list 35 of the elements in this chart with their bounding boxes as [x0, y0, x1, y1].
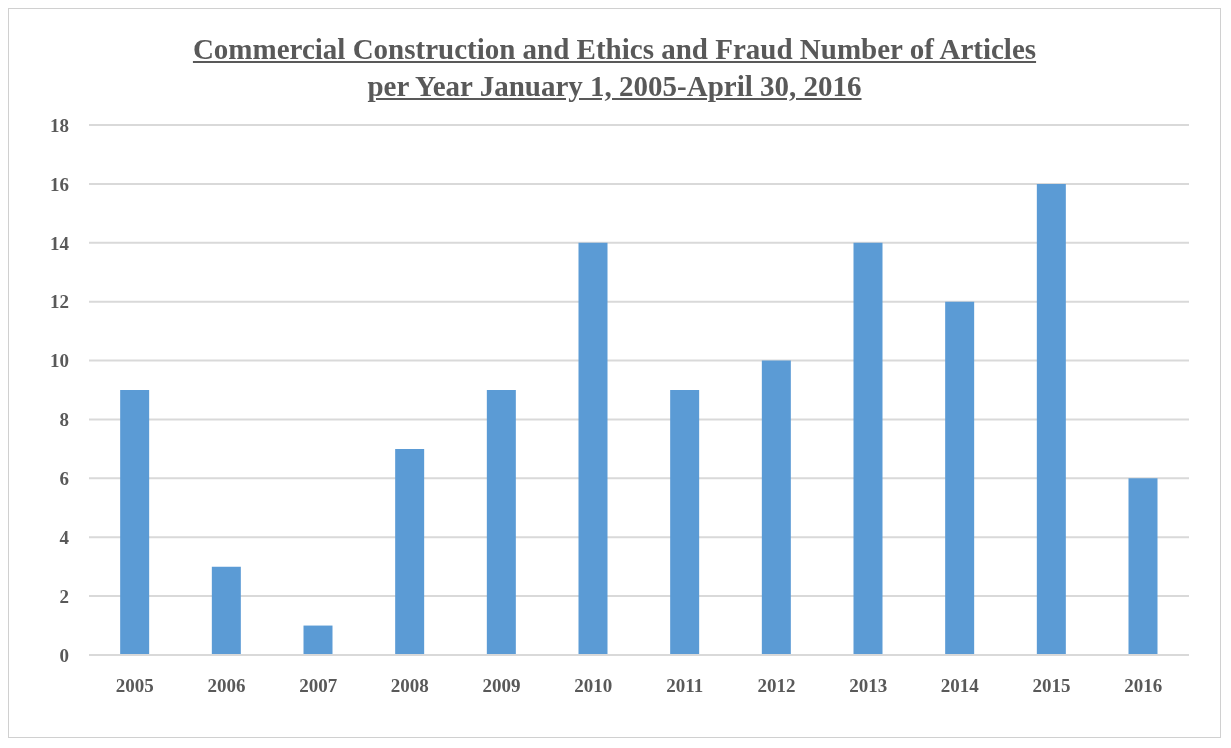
x-tick-label: 2016: [1124, 675, 1163, 697]
bar: [853, 242, 883, 655]
bar: [670, 390, 700, 655]
y-tick-label: 8: [59, 409, 69, 431]
bar: [395, 448, 425, 655]
x-tick-label: 2010: [574, 675, 613, 697]
y-tick-label: 10: [50, 350, 69, 372]
y-tick-label: 4: [59, 526, 70, 548]
y-tick-label: 12: [50, 291, 69, 313]
bar: [761, 360, 791, 655]
x-tick-label: 2013: [849, 675, 888, 697]
x-tick-label: 2014: [940, 675, 980, 697]
bar: [1128, 478, 1158, 655]
y-tick-label: 0: [59, 644, 69, 666]
bar: [578, 242, 608, 655]
bar: [1036, 183, 1066, 655]
y-tick-label: 14: [50, 232, 70, 254]
bar: [303, 625, 333, 655]
x-tick-label: 2007: [299, 675, 338, 697]
x-tick-label: 2006: [207, 675, 246, 697]
x-tick-label: 2015: [1032, 675, 1071, 697]
bar: [120, 390, 150, 655]
y-tick-label: 6: [59, 468, 69, 490]
y-tick-label: 16: [50, 173, 69, 195]
y-tick-label: 2: [59, 585, 69, 607]
y-tick-label: 18: [50, 114, 69, 136]
bar: [211, 566, 241, 655]
bar: [945, 301, 975, 655]
x-tick-label: 2012: [757, 675, 796, 697]
x-tick-label: 2009: [482, 675, 521, 697]
bar: [486, 390, 516, 655]
chart-title: Commercial Construction and Ethics and Fraud Number of Articles per Year January 1, 2005-April 30, 2016: [191, 32, 1038, 104]
x-tick-label: 2011: [666, 675, 704, 697]
x-tick-label: 2005: [115, 675, 154, 697]
x-tick-label: 2008: [390, 675, 429, 697]
